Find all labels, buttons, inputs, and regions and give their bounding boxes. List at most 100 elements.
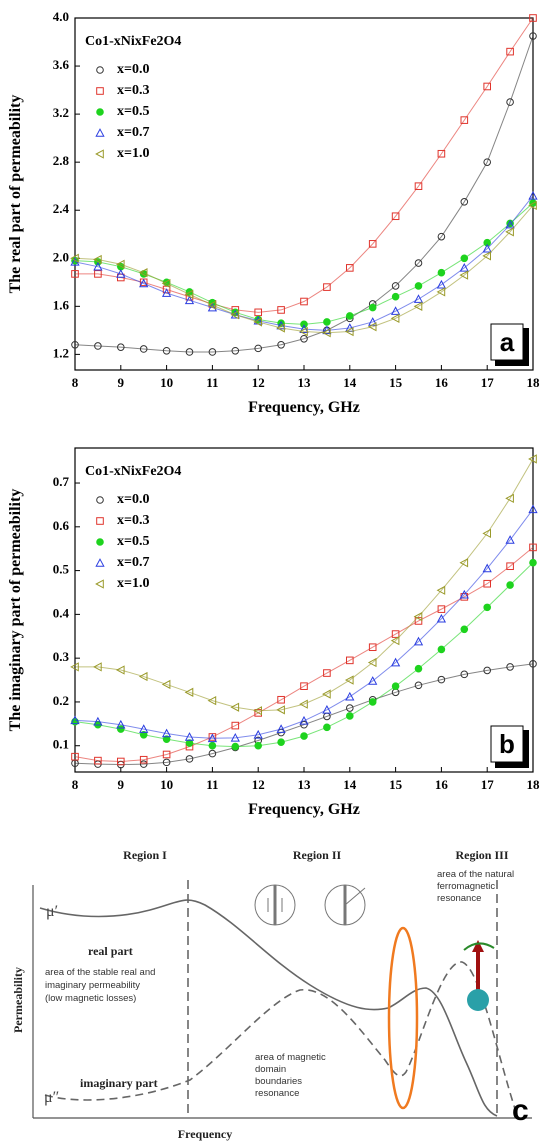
marker — [414, 259, 423, 267]
marker — [276, 724, 286, 733]
marker — [414, 664, 423, 673]
legend-title: Co1-xNixFe2O4 — [85, 34, 181, 49]
marker — [162, 750, 171, 759]
region-label: Region I — [123, 848, 167, 862]
legend-marker — [96, 538, 104, 546]
marker — [207, 695, 217, 706]
annotation: area of the natural — [437, 869, 514, 880]
marker — [413, 294, 424, 303]
x-tick-label: 16 — [435, 777, 449, 792]
marker — [277, 738, 285, 747]
marker — [528, 190, 538, 200]
marker — [115, 259, 125, 269]
marker — [390, 313, 400, 323]
marker — [231, 721, 240, 730]
marker — [346, 656, 354, 665]
marker — [459, 589, 469, 599]
series-line — [75, 17, 534, 313]
marker — [436, 613, 447, 623]
y-tick-label: 0.6 — [53, 518, 70, 533]
marker — [346, 704, 354, 712]
legend-title: Co1-xNixFe2O4 — [85, 464, 181, 479]
mu-imag: μ″ — [44, 1089, 59, 1106]
marker — [117, 725, 125, 733]
marker — [346, 712, 354, 720]
marker — [138, 671, 148, 682]
legend-entry: x=0.0 — [117, 492, 149, 507]
marker — [185, 739, 194, 747]
marker — [506, 581, 514, 589]
y-tick-label: 2.4 — [53, 201, 70, 216]
x-tick-label: 13 — [298, 777, 312, 792]
x-tick-label: 8 — [72, 375, 79, 390]
y-tick-label: 1.6 — [53, 297, 70, 312]
region-label: Region III — [455, 848, 508, 862]
marker — [207, 733, 218, 743]
marker — [437, 605, 446, 613]
y-axis-label: The imaginary part of permeability — [7, 489, 24, 732]
marker — [368, 643, 377, 652]
marker — [437, 232, 446, 241]
y-tick-label: 3.6 — [53, 57, 70, 72]
marker — [254, 344, 263, 353]
marker — [139, 278, 149, 288]
marker — [505, 493, 514, 503]
marker — [162, 735, 171, 743]
mu-real: μ′ — [46, 903, 58, 920]
y-axis-label: The real part of permeability — [7, 95, 24, 294]
marker — [391, 212, 400, 221]
legend-entry: x=0.7 — [117, 125, 149, 140]
marker — [138, 268, 148, 278]
x-tick-label: 11 — [206, 375, 218, 390]
marker — [277, 340, 285, 349]
marker — [390, 636, 400, 646]
marker — [413, 301, 423, 311]
marker — [93, 662, 102, 672]
marker — [117, 343, 125, 351]
marker — [117, 757, 125, 766]
panel-label-box — [490, 323, 524, 361]
marker — [139, 730, 148, 739]
marker — [323, 283, 331, 291]
marker — [300, 720, 308, 729]
marker — [277, 306, 285, 314]
panel-label-box — [490, 725, 524, 763]
marker — [437, 645, 446, 654]
marker — [528, 504, 538, 514]
marker — [253, 729, 263, 739]
panel-label: c — [512, 1094, 529, 1127]
x-tick-label: 12 — [252, 777, 265, 792]
marker — [437, 268, 446, 277]
marker — [483, 603, 492, 612]
marker — [528, 454, 537, 464]
marker — [254, 308, 262, 317]
marker — [483, 238, 492, 247]
marker — [436, 279, 447, 289]
marker — [115, 665, 125, 675]
marker — [529, 660, 537, 668]
marker — [253, 317, 262, 327]
x-tick-label: 10 — [160, 777, 173, 792]
marker — [367, 657, 377, 668]
marker — [437, 675, 446, 684]
marker — [231, 346, 240, 355]
marker — [208, 348, 217, 356]
marker — [345, 691, 355, 701]
region-label: Region II — [293, 848, 342, 862]
x-tick-label: 9 — [118, 375, 125, 390]
marker — [116, 719, 126, 729]
annotation: resonance — [437, 893, 481, 904]
x-tick-label: 15 — [389, 375, 403, 390]
marker — [482, 251, 491, 261]
marker — [344, 326, 354, 337]
marker — [299, 699, 308, 709]
spin-icon — [463, 940, 495, 1011]
marker — [436, 585, 446, 595]
marker — [505, 219, 515, 229]
marker — [185, 348, 194, 356]
y-tick-label: 0.5 — [53, 562, 70, 577]
legend-entry: x=1.0 — [117, 576, 149, 591]
annotation: domain — [255, 1064, 286, 1075]
x-tick-label: 11 — [206, 777, 218, 792]
marker — [139, 755, 148, 764]
